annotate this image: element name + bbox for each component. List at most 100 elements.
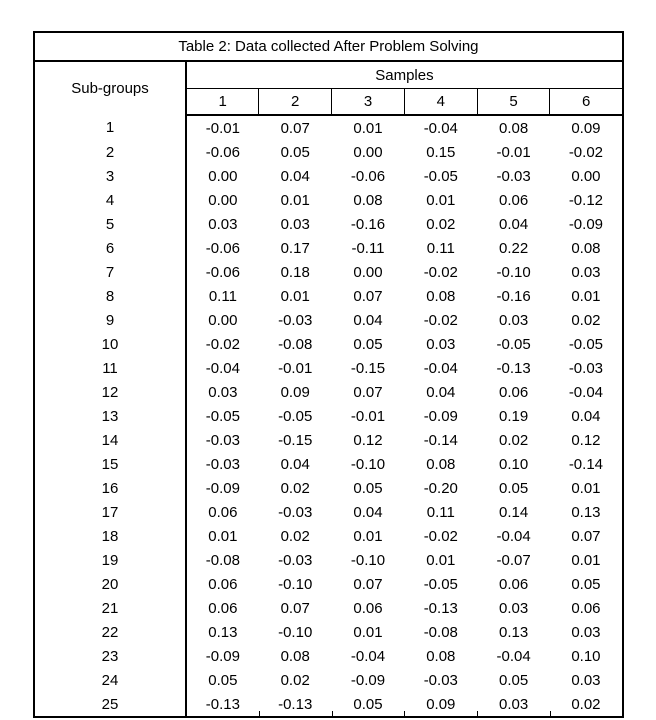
sample-column-header: 2 (258, 88, 332, 116)
value-cell: -0.03 (278, 311, 313, 329)
subgroup-cell: 17 (34, 500, 187, 524)
value-cell: 0.06 (571, 599, 601, 617)
value-cell: 0.06 (498, 191, 529, 209)
table-row: 12 0.03 0.09 0.07 0.04 0.06 -0.04 (34, 380, 623, 404)
value-cell: 0.01 (280, 191, 310, 209)
value-cell: 0.02 (280, 671, 310, 689)
value-cell: -0.03 (205, 431, 240, 449)
value-cell: -0.20 (423, 479, 458, 497)
value-cell: 0.04 (426, 383, 456, 401)
value-cell: 0.11 (426, 503, 455, 521)
table-row: 3 0.00 0.04 -0.06 -0.05 -0.03 0.00 (34, 164, 623, 188)
subgroup-cell: 4 (34, 188, 187, 212)
value-cell: 0.22 (498, 239, 529, 257)
value-cell: 0.03 (208, 383, 238, 401)
table-row: 19 -0.08 -0.03 -0.10 0.01 -0.07 0.01 (34, 548, 623, 572)
value-cell: 0.19 (498, 407, 529, 425)
value-cell: -0.05 (423, 575, 458, 593)
value-cell: 0.01 (208, 527, 238, 545)
value-cell: 0.08 (426, 455, 456, 473)
value-cell: 0.01 (280, 287, 310, 305)
table-row: 1 -0.01 0.07 0.01 -0.04 0.08 0.09 (34, 115, 623, 140)
value-cell: 0.08 (426, 647, 456, 665)
value-cell: -0.02 (423, 527, 458, 545)
value-cell: 0.03 (571, 263, 601, 281)
value-cell: 0.06 (498, 383, 529, 401)
value-cell: 0.03 (208, 215, 238, 233)
value-cell: -0.04 (496, 647, 531, 665)
value-cell: 0.00 (208, 167, 238, 185)
value-cell: -0.08 (205, 551, 240, 569)
value-cell: -0.09 (423, 407, 458, 425)
title-row: Table 2: Data collected After Problem So… (34, 32, 623, 62)
value-cell: 0.03 (477, 692, 550, 717)
table-row: 16 -0.09 0.02 0.05 -0.20 0.05 0.01 (34, 476, 623, 500)
value-cell: 0.09 (280, 383, 310, 401)
value-cell: -0.09 (350, 671, 386, 689)
value-cell: 0.07 (280, 599, 310, 617)
value-cell: -0.09 (205, 479, 240, 497)
value-cell: 0.01 (353, 119, 383, 137)
table-row: 6 -0.06 0.17 -0.11 0.11 0.22 0.08 (34, 236, 623, 260)
value-cell: -0.04 (205, 359, 240, 377)
value-cell: 0.00 (353, 263, 383, 281)
value-cell: -0.01 (278, 359, 313, 377)
value-cell: 0.04 (571, 407, 601, 425)
samples-header: Samples (186, 61, 623, 89)
value-cell: 0.13 (571, 503, 601, 521)
table-row: 14 -0.03 -0.15 0.12 -0.14 0.02 0.12 (34, 428, 623, 452)
value-cell: -0.03 (278, 551, 313, 569)
value-cell: -0.10 (350, 551, 386, 569)
value-cell: -0.01 (350, 407, 386, 425)
value-cell: -0.07 (496, 551, 531, 569)
value-cell: 0.05 (571, 575, 601, 593)
samples-header-row: Sub-groups Samples (34, 61, 623, 115)
table-row: 17 0.06 -0.03 0.04 0.11 0.14 0.13 (34, 500, 623, 524)
value-cell: -0.16 (496, 287, 531, 305)
value-cell: -0.14 (568, 455, 604, 473)
value-cell: -0.04 (423, 119, 458, 137)
value-cell: -0.04 (568, 383, 604, 401)
value-cell: 0.09 (404, 692, 478, 717)
value-cell: 0.00 (208, 191, 238, 209)
value-cell: -0.09 (568, 215, 604, 233)
table-row: 5 0.03 0.03 -0.16 0.02 0.04 -0.09 (34, 212, 623, 236)
value-cell: 0.01 (571, 479, 601, 497)
subgroup-cell: 20 (34, 572, 187, 596)
value-cell: 0.01 (426, 191, 456, 209)
table-row: 15 -0.03 0.04 -0.10 0.08 0.10 -0.14 (34, 452, 623, 476)
table-row: 8 0.11 0.01 0.07 0.08 -0.16 0.01 (34, 284, 623, 308)
table-row: 2 -0.06 0.05 0.00 0.15 -0.01 -0.02 (34, 140, 623, 164)
table-title: Table 2: Data collected After Problem So… (34, 32, 623, 62)
value-cell: 0.06 (208, 503, 238, 521)
value-cell: 0.12 (353, 431, 383, 449)
value-cell: -0.02 (568, 143, 604, 161)
value-cell: 0.13 (498, 623, 529, 641)
value-cell: 0.07 (280, 119, 310, 137)
table-header: Table 2: Data collected After Problem So… (34, 32, 623, 116)
value-cell: -0.13 (423, 599, 458, 617)
value-cell: 0.01 (353, 527, 383, 545)
subgroup-cell: 2 (34, 140, 187, 164)
value-cell: -0.05 (568, 335, 604, 353)
value-cell: 0.02 (571, 311, 601, 329)
table-row: 23 -0.09 0.08 -0.04 0.08 -0.04 0.10 (34, 644, 623, 668)
value-cell: -0.11 (351, 239, 385, 257)
value-cell: 0.04 (498, 215, 529, 233)
value-cell: 0.01 (571, 287, 601, 305)
value-cell: 0.06 (208, 599, 238, 617)
value-cell: 0.03 (571, 623, 601, 641)
sample-number-row: 1 2 3 4 5 6 (34, 88, 623, 116)
subgroup-cell: 12 (34, 380, 187, 404)
subgroup-cell: 6 (34, 236, 187, 260)
value-cell: 0.09 (571, 119, 601, 137)
value-cell: 0.05 (208, 671, 238, 689)
value-cell: 0.03 (498, 311, 529, 329)
value-cell: 0.02 (426, 215, 456, 233)
subgroup-cell: 23 (34, 644, 187, 668)
value-cell: -0.05 (496, 335, 531, 353)
value-cell: 0.12 (571, 431, 601, 449)
value-cell: -0.02 (423, 311, 458, 329)
table-row: 18 0.01 0.02 0.01 -0.02 -0.04 0.07 (34, 524, 623, 548)
value-cell: 0.07 (353, 287, 383, 305)
